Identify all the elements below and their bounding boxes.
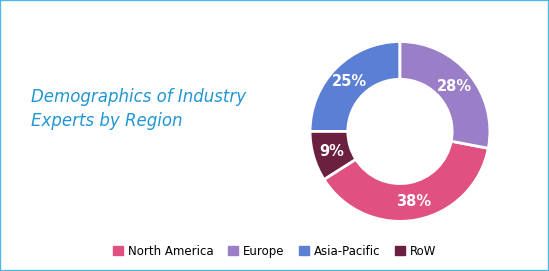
Wedge shape (400, 41, 490, 148)
Text: Demographics of Industry
Experts by Region: Demographics of Industry Experts by Regi… (31, 88, 246, 130)
Text: 38%: 38% (396, 194, 431, 209)
Legend: North America, Europe, Asia-Pacific, RoW: North America, Europe, Asia-Pacific, RoW (108, 240, 441, 262)
Text: 9%: 9% (320, 144, 344, 159)
Wedge shape (324, 141, 488, 221)
Wedge shape (310, 41, 400, 131)
Text: 28%: 28% (437, 79, 472, 94)
Wedge shape (310, 131, 356, 180)
Text: 25%: 25% (332, 74, 367, 89)
